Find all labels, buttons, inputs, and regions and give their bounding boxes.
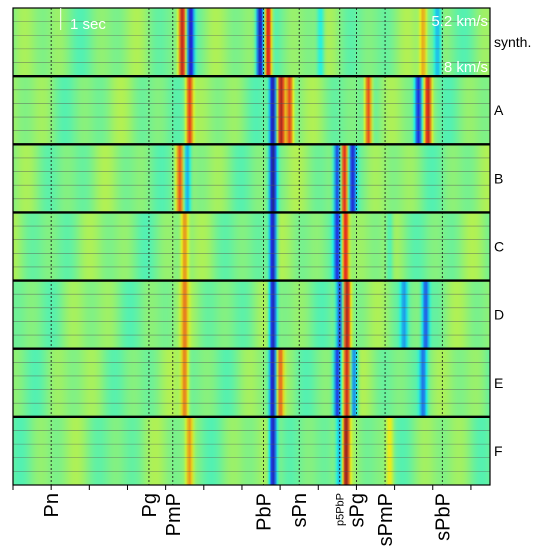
panel-B: [13, 144, 490, 213]
phase-label-pg: Pg: [139, 493, 161, 517]
panel-label: F: [494, 443, 503, 459]
panel-heatmap: [13, 416, 490, 485]
phase-label-spg: sPg: [346, 493, 368, 527]
panel-label: D: [494, 307, 504, 323]
panels-group: [13, 8, 490, 485]
velocity-top-annotation: 5.2 km/s: [431, 13, 488, 30]
panel-synth: [13, 8, 490, 77]
panel-heatmap: [13, 280, 490, 349]
phase-label-pmp: PmP: [163, 493, 185, 536]
phase-label-pbp: PbP: [253, 493, 275, 531]
phase-labels-group: Pn Pg PmP PbP sPn p5PbP sPg sPmP sPbP: [41, 493, 454, 546]
panel-F: [13, 416, 490, 485]
panel-heatmap: [13, 144, 490, 213]
panel-E: [13, 348, 490, 417]
panel-heatmap: [13, 212, 490, 281]
panel-C: [13, 212, 490, 281]
annotations-group: 1 sec 5.2 km/s 8 km/s: [70, 13, 488, 76]
velocity-bottom-annotation: 8 km/s: [444, 59, 488, 76]
phase-label-spn: sPn: [289, 493, 311, 527]
phase-label-spbp: sPbP: [432, 493, 454, 541]
panel-heatmap: [13, 8, 490, 77]
panel-label: A: [494, 102, 504, 118]
panel-D: [13, 280, 490, 349]
phase-label-pn: Pn: [41, 493, 63, 517]
panel-heatmap: [13, 348, 490, 417]
panel-label: B: [494, 170, 503, 186]
phase-label-spmp: sPmP: [375, 493, 397, 546]
phase-label-p5pbp: p5PbP: [335, 493, 347, 526]
overlay-group: [12, 7, 491, 490]
panel-label: C: [494, 239, 504, 255]
panel-label: synth.: [494, 34, 531, 50]
panel-labels-group: synth. A B C D E F: [494, 34, 531, 459]
scale-annotation: 1 sec: [70, 16, 106, 33]
plot-frame: [12, 7, 491, 486]
panel-label: E: [494, 375, 503, 391]
panel-A: [13, 76, 490, 145]
panel-heatmap: [13, 76, 490, 145]
